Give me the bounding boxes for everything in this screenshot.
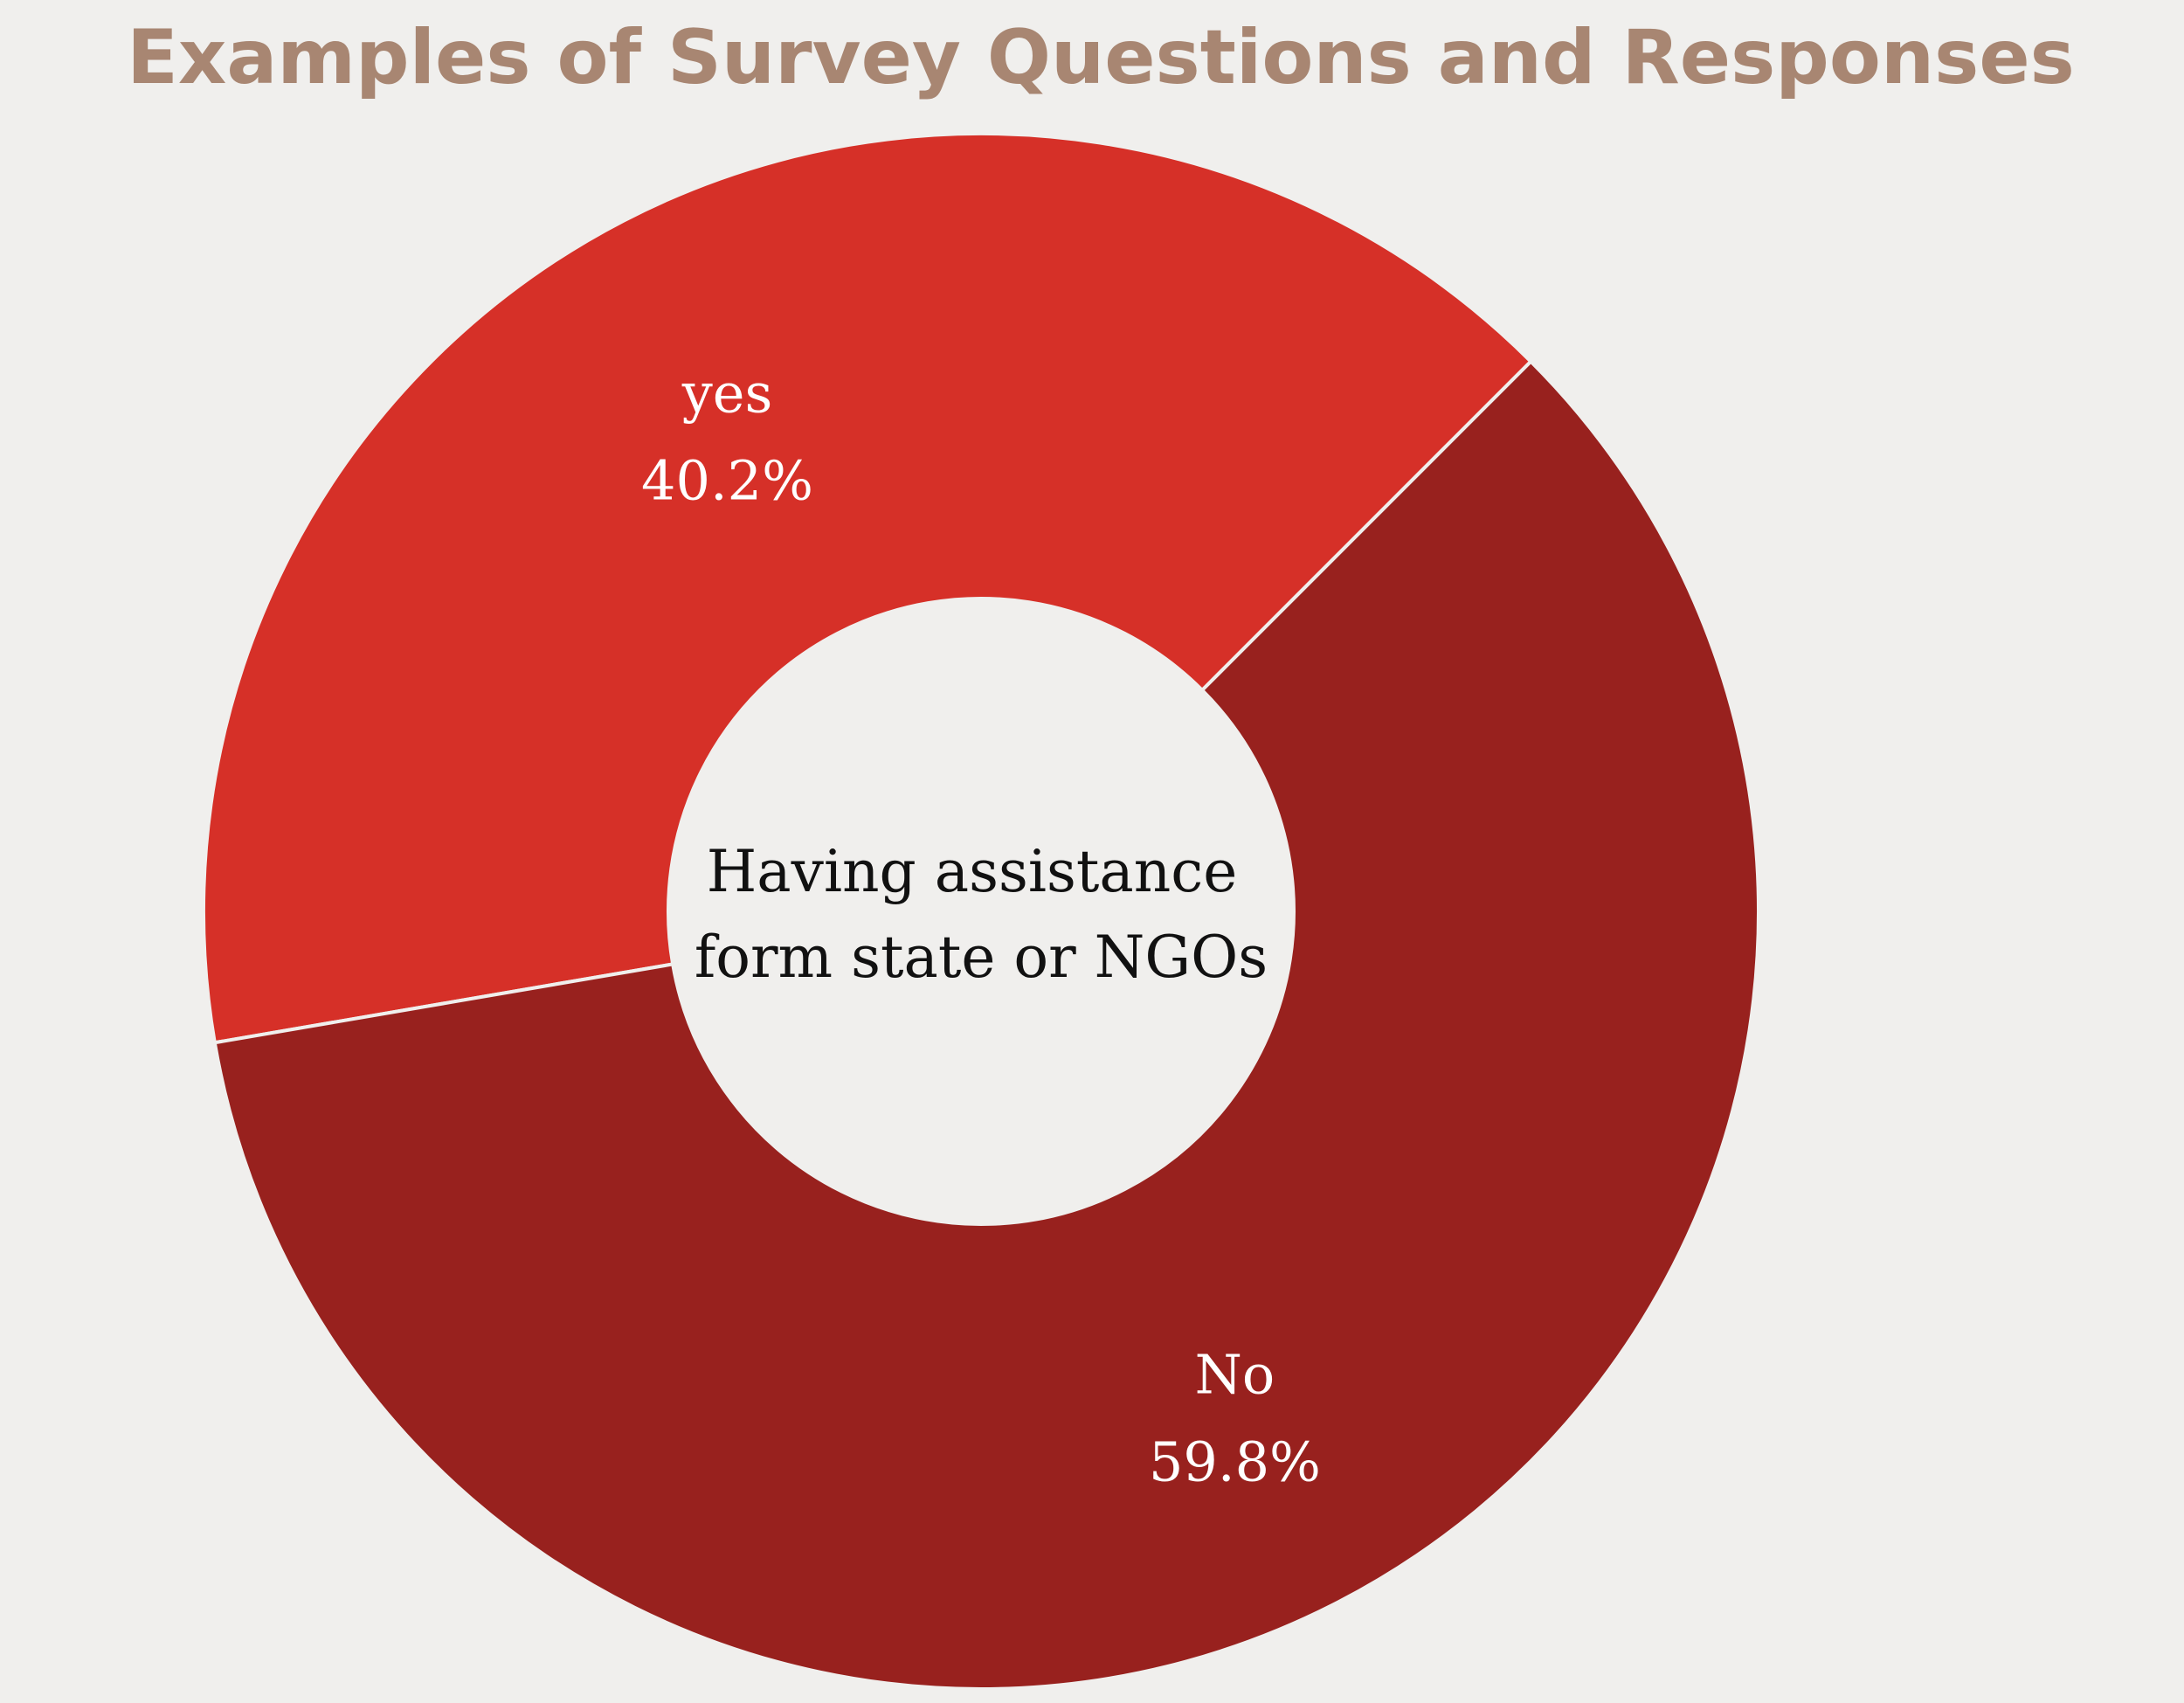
center-label: Having assistance form state or NGOs [695, 838, 1268, 991]
slice-value-yes: 40.2% [641, 449, 813, 513]
slice-label-yes: yes [681, 362, 773, 426]
slice-label-no: No [1195, 1342, 1275, 1406]
chart-title: Examples of Survey Questions and Respons… [127, 14, 2075, 101]
slices-group [202, 132, 1760, 1691]
pie-slice-no [212, 358, 1760, 1691]
center-label-line-2: form state or NGOs [695, 924, 1268, 991]
slice-labels-group: yes 40.2% No 59.8% [641, 362, 1321, 1494]
slice-value-no: 59.8% [1149, 1430, 1321, 1493]
pie-slice-yes [202, 132, 1534, 1045]
center-label-line-1: Having assistance [707, 838, 1238, 905]
